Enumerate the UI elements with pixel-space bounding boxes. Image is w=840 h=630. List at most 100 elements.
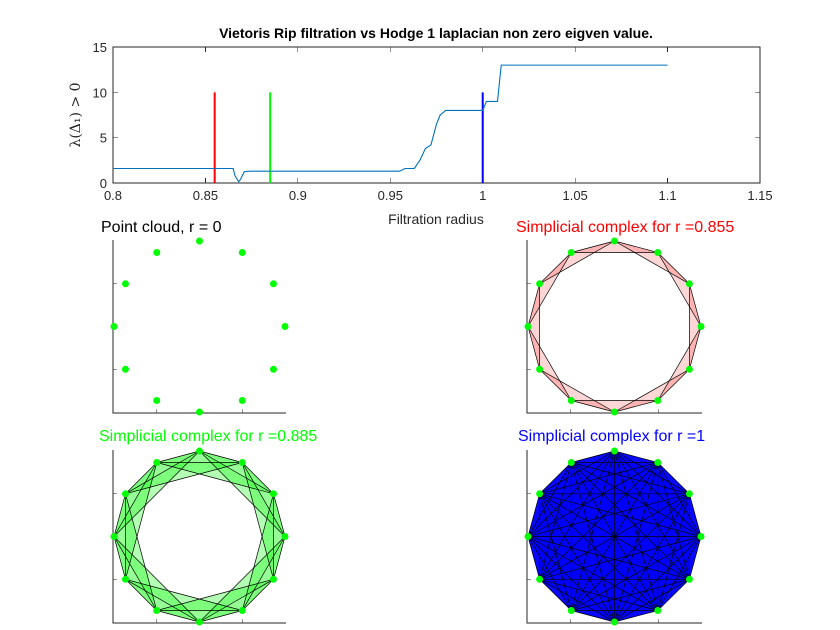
simplex-edge (241, 493, 274, 611)
simplex-edge (614, 578, 690, 623)
point-marker (270, 490, 277, 498)
simplex-edge (125, 462, 243, 495)
simplex-triangle (539, 451, 658, 494)
simplex-edge (614, 400, 658, 413)
simplex-edge (199, 578, 274, 623)
point-marker (153, 459, 161, 466)
simplex-edge (614, 450, 659, 611)
simplex-edge (242, 462, 274, 495)
simplex-triangle (156, 451, 274, 494)
x-axis-label: Filtration radius (388, 211, 484, 227)
point-cloud-title: Point cloud, r = 0 (101, 219, 222, 236)
simplex-edge (571, 610, 615, 623)
simplex-triangle (156, 579, 274, 622)
simplex-edge (199, 450, 243, 463)
simplex-edge (113, 536, 200, 623)
simplex-edge (614, 493, 690, 623)
point-marker (196, 408, 203, 416)
simplex-edge (571, 493, 690, 611)
complex-r0855-title: Simplicial complex for r =0.855 (516, 219, 734, 236)
y-tick-label: 15 (93, 40, 107, 55)
complex-r1-content (524, 447, 705, 626)
simplex-edge (125, 493, 158, 611)
simplex-edge (199, 536, 286, 623)
point-marker (685, 575, 693, 583)
point-marker (122, 490, 129, 498)
simplex-edge (241, 462, 286, 537)
simplex-edge (657, 252, 690, 285)
simplex-edge (199, 610, 243, 623)
simplex-edge (527, 536, 658, 611)
simplex-edge (614, 610, 658, 623)
point-marker (153, 249, 161, 256)
simplex-edge (571, 400, 615, 413)
point-marker (196, 237, 203, 245)
simplex-edge (539, 493, 690, 580)
point-cloud-axes (112, 240, 286, 414)
simplex-edge (242, 579, 274, 611)
simplex-triangle (528, 283, 540, 370)
complex-panel-r0885: Simplicial complex for r =0.885 (99, 428, 317, 626)
simplex-edge (156, 578, 274, 611)
simplex-edge (657, 462, 690, 580)
point-marker (536, 365, 544, 373)
simplex-edge (539, 579, 572, 611)
simplex-edge (527, 326, 572, 401)
point-marker (697, 323, 705, 330)
point-marker (567, 607, 575, 614)
simplex-triangle (571, 241, 658, 253)
simplex-edge (539, 462, 659, 580)
simplex-edge (527, 326, 540, 370)
point-marker (654, 607, 662, 614)
point-marker (122, 365, 129, 373)
point-marker (567, 459, 575, 466)
point-marker (611, 237, 618, 245)
simplex-edge (539, 462, 572, 495)
simplex-edge (539, 240, 615, 285)
complex-r0885-axes (112, 450, 286, 624)
simplex-edge (527, 283, 540, 327)
point-marker (567, 249, 575, 256)
simplex-edge (570, 450, 615, 611)
simplex-edge (527, 536, 540, 580)
x-tick-label: 0.8 (104, 188, 122, 203)
complex-r0885-title: Simplicial complex for r =0.885 (99, 428, 317, 445)
simplex-edge (689, 326, 702, 370)
simplex-triangle (539, 579, 658, 622)
simplex-edge (539, 493, 659, 611)
simplex-triangle (156, 451, 243, 463)
simplex-edge (571, 450, 615, 463)
simplex-edge (527, 252, 572, 327)
point-marker (685, 365, 693, 373)
simplex-edge (273, 536, 286, 580)
simplex-edge (156, 450, 200, 463)
simplex-edge (539, 252, 572, 285)
line-chart-axes-box (112, 46, 761, 184)
x-tick-label: 0.85 (193, 188, 218, 203)
simplex-edge (657, 326, 702, 401)
y-axis-ticks: 0 5 10 15 (93, 40, 760, 191)
simplex-edge (689, 283, 702, 327)
point-marker (685, 280, 693, 288)
simplex-triangle (114, 462, 157, 580)
point-marker (196, 618, 203, 626)
simplex-edge (539, 369, 572, 401)
complex-r1-title: Simplicial complex for r =1 (518, 428, 705, 445)
simplex-edge (527, 493, 690, 537)
point-marker (697, 533, 705, 540)
simplex-edge (113, 462, 158, 537)
point-marker (654, 459, 662, 466)
simplex-edge (113, 536, 158, 611)
simplex-triangle (242, 493, 285, 611)
simplex-edge (539, 578, 615, 623)
complex-panel-r1: Simplicial complex for r =1 (518, 428, 705, 626)
simplex-triangle (657, 493, 701, 611)
point-marker (524, 323, 532, 330)
x-axis-ticks: 0.8 0.85 0.9 0.95 1 1.05 1.1 1.15 (104, 47, 773, 203)
simplex-edge (614, 240, 658, 253)
x-tick-label: 1.1 (659, 188, 677, 203)
simplex-edge (614, 368, 690, 413)
y-axis-label: λ(Δ₁) > 0 (68, 82, 84, 147)
complex-r0855-content (524, 237, 705, 416)
point-marker (536, 280, 544, 288)
